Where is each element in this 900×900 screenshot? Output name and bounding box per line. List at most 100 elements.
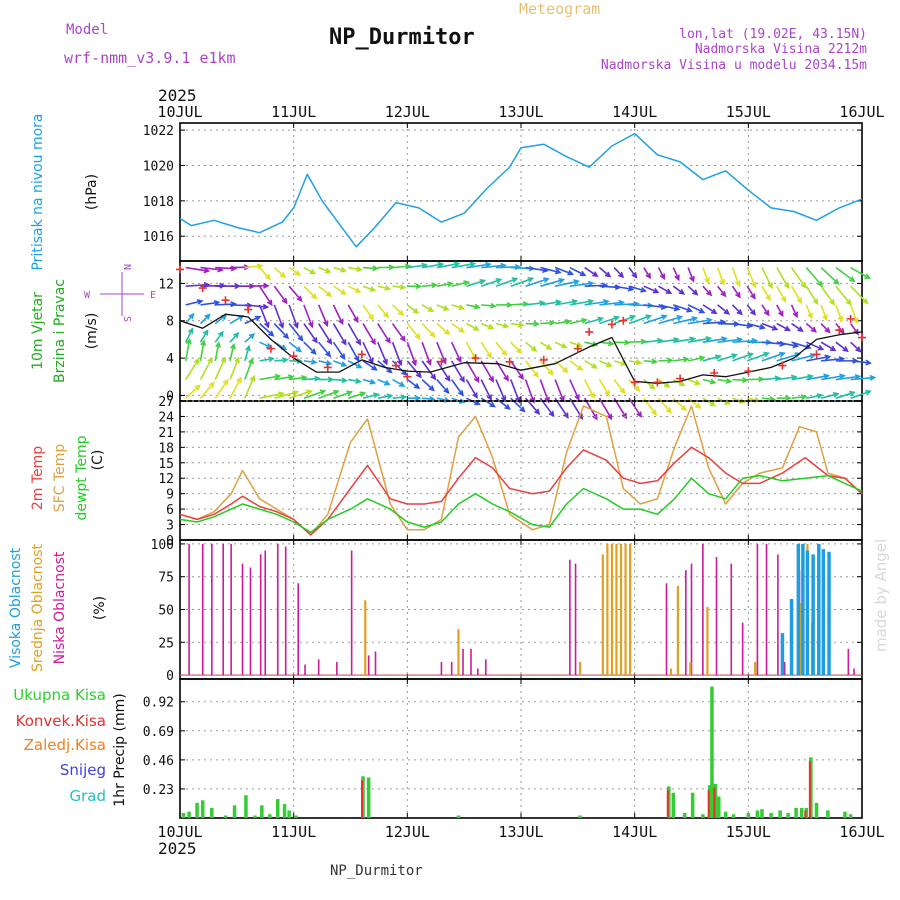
- wind-arrow: [421, 341, 432, 365]
- temperature-ytick-label: 6: [166, 503, 174, 518]
- wind-arrow: [613, 266, 624, 278]
- wind-arrow: [614, 302, 639, 306]
- pressure-ytick-label: 1020: [143, 159, 174, 174]
- wind-arrow-head: [673, 305, 681, 312]
- wind-arrow-head: [816, 393, 824, 399]
- wind-arrow: [820, 304, 828, 320]
- wind-arrow-head: [864, 273, 871, 280]
- wind-arrow: [702, 321, 726, 325]
- gust-marker: [676, 374, 685, 383]
- wind-arrow: [185, 313, 194, 325]
- wind-arrow: [776, 341, 798, 347]
- wind-arrow-head: [458, 327, 466, 333]
- wind-arrow-head: [453, 261, 461, 268]
- wind-arrow-head: [720, 290, 727, 298]
- gust-marker: [198, 284, 207, 293]
- wind-arrow-head: [501, 349, 508, 357]
- wind-arrow-head: [400, 394, 408, 401]
- wind-arrow: [835, 266, 855, 282]
- temperature-ytick-label: 3: [166, 519, 174, 534]
- wind-arrow: [850, 266, 870, 279]
- wind-arrow: [200, 301, 219, 306]
- wind-arrow-head: [576, 364, 584, 371]
- wind-arrow: [229, 344, 235, 362]
- wind-ytick-label: 0: [166, 389, 174, 404]
- wind-arrow-head: [324, 267, 332, 274]
- wind-arrow: [805, 267, 823, 287]
- wind-arrow-head: [353, 355, 360, 363]
- wind-arrow-head: [783, 282, 790, 290]
- precipitation-ytick-label: 0.92: [143, 696, 174, 711]
- legend-snow: Snijeg: [60, 761, 106, 779]
- wind-arrow: [702, 267, 710, 283]
- wind-arrow: [510, 341, 522, 354]
- wind-arrow-head: [207, 356, 213, 364]
- bottom-day-label: 11JUL: [271, 823, 316, 841]
- wind-arrow: [643, 304, 666, 309]
- wind-arrow: [347, 323, 361, 345]
- wind-arrow-head: [233, 331, 240, 339]
- wind-arrow-head: [292, 390, 299, 396]
- wind-arrow-head: [234, 356, 240, 364]
- wind-arrow-head: [236, 376, 242, 384]
- wind-arrow: [465, 379, 478, 398]
- wind-arrow: [391, 323, 406, 342]
- wind-arrow-head: [469, 261, 477, 268]
- wind-arrow-head: [278, 322, 285, 330]
- low-cloud-title: Niska Oblacnost: [52, 551, 68, 664]
- wind-arrow-head: [281, 297, 288, 305]
- wind-arrow-head: [399, 284, 407, 291]
- side-labels: N W E S Pritisak na nivou mora (hPa) 10m Vjeta…: [8, 113, 156, 806]
- wind-arrow-head: [605, 361, 613, 367]
- wind-arrow-head: [842, 346, 849, 353]
- wind-arrow-head: [661, 314, 668, 321]
- wind-arrow-head: [397, 309, 405, 317]
- top-day-label: 16JUL: [839, 103, 884, 121]
- wind-arrow-head: [384, 285, 392, 291]
- wind-axis-subtitle: Brzina i Pravac: [52, 279, 68, 383]
- wind-arrow: [776, 267, 790, 289]
- wind-arrow: [436, 282, 453, 287]
- wind-arrow-head: [355, 339, 362, 346]
- wind-arrow: [303, 323, 318, 343]
- wind-arrow-head: [488, 376, 494, 383]
- wind-arrow-head: [635, 359, 643, 366]
- model-altitude-info: Nadmorska Visina u modelu 2034.15m: [601, 58, 867, 73]
- wind-arrow: [702, 355, 721, 362]
- wind-arrow: [687, 378, 700, 385]
- bottom-day-label: 13JUL: [498, 823, 543, 841]
- wind-arrow: [377, 394, 392, 399]
- wind-arrow: [377, 360, 392, 373]
- wind-arrow: [687, 267, 695, 282]
- wind-arrow: [761, 341, 785, 346]
- wind-arrow-head: [823, 373, 831, 380]
- wind-arrow: [259, 341, 272, 349]
- wind-arrow: [731, 304, 743, 315]
- wind-arrow: [347, 392, 365, 399]
- wind-arrow-head: [249, 374, 256, 382]
- wind-arrow: [332, 323, 347, 345]
- wind-arrow: [702, 285, 712, 296]
- wind-arrow: [628, 267, 637, 278]
- wind-panel: 0 4 8 12: [158, 260, 877, 421]
- wind-arrow-head: [829, 345, 837, 352]
- wind-arrow: [599, 301, 624, 306]
- wind-arrow: [658, 315, 682, 325]
- wind-arrow: [628, 360, 641, 364]
- temperature-ytick-label: 15: [158, 457, 174, 472]
- wind-arrow: [288, 390, 312, 399]
- wind-arrow: [599, 341, 613, 345]
- wind-arrow-head: [398, 381, 406, 387]
- wind-arrow-head: [824, 354, 832, 361]
- wind-arrow: [850, 341, 861, 352]
- wind-arrow: [717, 285, 726, 297]
- wind-arrow-head: [817, 344, 825, 351]
- wind-arrow: [347, 341, 360, 362]
- sfc-temp-title: SFC Temp: [52, 444, 68, 513]
- wind-arrow: [421, 378, 435, 391]
- top-day-label: 11JUL: [271, 103, 316, 121]
- wind-arrow: [392, 265, 410, 269]
- wind-arrow: [392, 285, 405, 289]
- wind-arrow-head: [490, 302, 497, 309]
